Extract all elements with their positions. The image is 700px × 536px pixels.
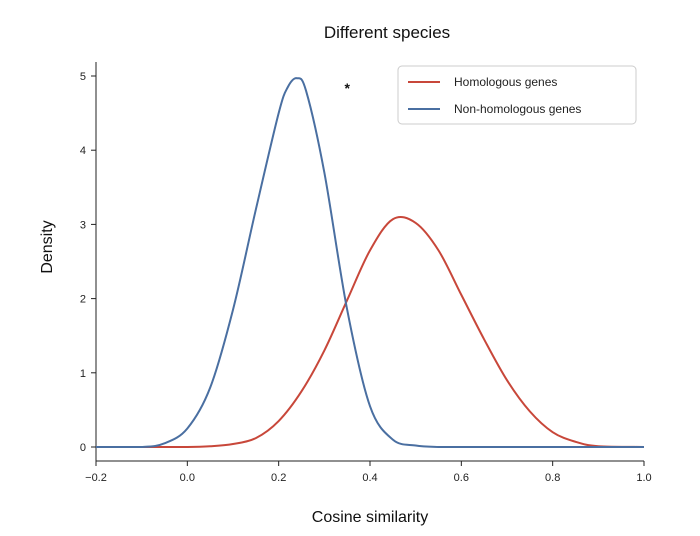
legend-label-homologous: Homologous genes <box>454 75 557 89</box>
significance-annotation: * <box>344 80 350 96</box>
x-tick-label: 1.0 <box>636 472 651 484</box>
x-tick-label: 0.8 <box>545 472 560 484</box>
x-axis-label: Cosine similarity <box>312 509 428 526</box>
series-layer <box>96 77 645 449</box>
non-homologous-genes-curve <box>96 77 644 449</box>
y-tick-label: 0 <box>80 442 86 454</box>
x-tick-label: 0.6 <box>454 472 469 484</box>
x-tick-label: 0.2 <box>271 472 286 484</box>
y-ticks: 0 1 2 3 4 5 <box>80 71 96 454</box>
legend-label-non-homologous: Non-homologous genes <box>454 102 581 116</box>
y-tick-label: 5 <box>80 71 86 83</box>
x-tick-label: 0.4 <box>362 472 377 484</box>
chart-title: Different species <box>324 23 450 42</box>
y-tick-label: 3 <box>80 219 86 231</box>
y-tick-label: 1 <box>80 368 86 380</box>
legend: Homologous genes Non-homologous genes <box>397 65 637 125</box>
y-tick-label: 4 <box>80 145 86 157</box>
legend-box <box>397 65 637 125</box>
x-ticks: −0.2 0.0 0.2 0.4 0.6 0.8 1.0 <box>85 461 652 484</box>
x-tick-label: −0.2 <box>85 472 107 484</box>
y-axis-label: Density <box>39 220 56 273</box>
x-tick-label: 0.0 <box>180 472 195 484</box>
y-tick-label: 2 <box>80 294 86 306</box>
homologous-genes-curve <box>96 216 645 448</box>
